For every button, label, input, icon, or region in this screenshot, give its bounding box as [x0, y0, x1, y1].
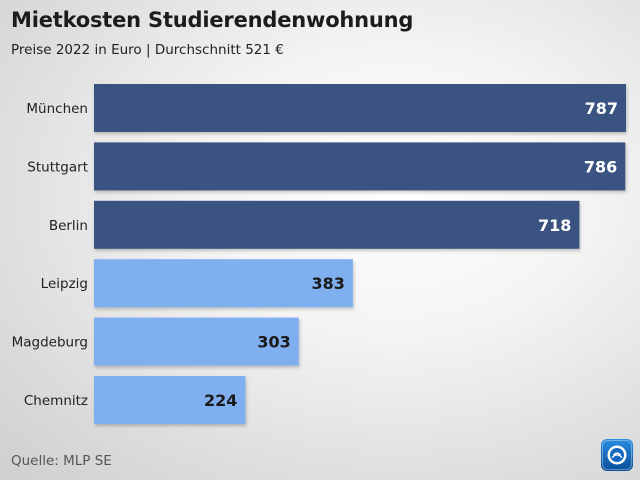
value-label-3: 383: [311, 274, 344, 293]
bar-2: [94, 200, 580, 249]
source-note: Quelle: MLP SE: [11, 453, 112, 469]
broadcaster-logo-icon: [601, 439, 633, 471]
bar-0: [94, 84, 626, 132]
chart-subtitle: Preise 2022 in Euro | Durchschnitt 521 €: [11, 42, 284, 58]
bar-3: [94, 259, 353, 308]
value-label-2: 718: [538, 216, 571, 235]
value-label-4: 303: [257, 333, 290, 352]
category-label-0: München: [26, 101, 88, 117]
category-label-3: Leipzig: [41, 276, 88, 292]
value-label-0: 787: [585, 99, 618, 118]
value-label-1: 786: [584, 157, 617, 176]
value-label-5: 224: [204, 391, 237, 410]
bar-5: [94, 376, 246, 424]
category-label-2: Berlin: [49, 218, 88, 234]
category-label-5: Chemnitz: [24, 393, 88, 409]
category-label-1: Stuttgart: [27, 159, 88, 175]
bar-1: [94, 142, 626, 191]
bar-4: [94, 317, 299, 366]
chart-title: Mietkosten Studierendenwohnung: [11, 8, 414, 32]
category-label-4: Magdeburg: [12, 335, 88, 351]
